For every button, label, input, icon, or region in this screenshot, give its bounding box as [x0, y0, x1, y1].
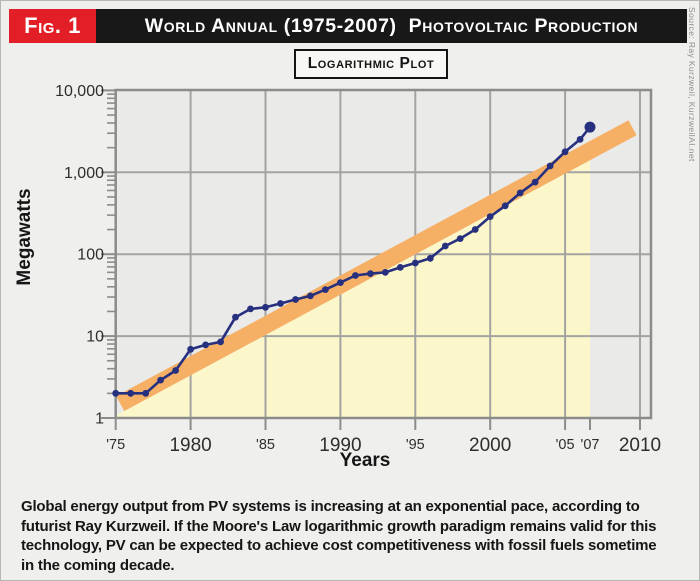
data-point [277, 300, 284, 307]
data-point [217, 338, 225, 346]
x-tick-label: 2000 [469, 435, 511, 456]
x-axis-title: Years [339, 450, 391, 471]
data-point [202, 341, 210, 349]
data-point [157, 376, 165, 384]
data-point [112, 389, 120, 397]
x-tick-label: '75 [106, 437, 125, 453]
data-point [381, 269, 389, 276]
plot-frame [114, 88, 653, 420]
data-point [352, 272, 359, 279]
y-tick-label: 10,000 [55, 83, 104, 100]
trend-band [116, 120, 637, 412]
data-point [576, 136, 584, 143]
figure-header: Fig. 1 World Annual (1975-2007) Photovol… [9, 9, 687, 43]
x-tick-label: '95 [406, 437, 425, 453]
data-point [584, 121, 596, 133]
x-tick-label: '85 [256, 437, 275, 453]
figure-number-badge: Fig. 1 [9, 9, 96, 43]
figure-title: World Annual (1975-2007) Photovoltaic Pr… [144, 14, 639, 37]
y-tick-label: 1 [95, 411, 104, 428]
data-point [127, 389, 135, 397]
data-point [546, 162, 554, 170]
figure-caption: Global energy output from PV systems is … [21, 498, 657, 574]
data-point [307, 292, 314, 300]
data-point [426, 254, 434, 262]
shaded-area [116, 160, 590, 418]
data-point [292, 296, 299, 303]
data-point [441, 242, 449, 250]
data-point [471, 226, 479, 233]
data-point [531, 178, 539, 186]
data-point [367, 270, 374, 277]
data-point [262, 303, 269, 311]
data-point [561, 148, 569, 156]
data-point [396, 264, 404, 271]
plot-type-label: Logarithmic Plot [294, 49, 448, 79]
y-axis-title: Megawatts [14, 188, 35, 286]
data-point [501, 202, 509, 210]
x-tick-label: 1980 [169, 435, 211, 456]
x-tick-label: 2010 [619, 435, 661, 456]
data-point [456, 235, 464, 243]
data-point [172, 367, 180, 374]
x-tick-label: '05 [556, 437, 575, 453]
data-point [337, 279, 344, 286]
y-tick-label: 1,000 [64, 165, 104, 182]
data-point [486, 213, 494, 221]
source-credit: Source: Ray Kurzweil, KurzweilAI.net [687, 7, 697, 162]
data-point [187, 345, 195, 353]
data-point [232, 313, 239, 321]
data-point [142, 389, 150, 397]
data-point [516, 189, 524, 197]
y-tick-label: 100 [77, 247, 104, 264]
data-point [411, 259, 419, 267]
data-point [247, 305, 254, 313]
data-point [322, 286, 329, 293]
x-tick-label: 1990 [319, 435, 361, 456]
x-tick-label: '07 [581, 437, 600, 453]
y-tick-label: 10 [86, 329, 104, 346]
